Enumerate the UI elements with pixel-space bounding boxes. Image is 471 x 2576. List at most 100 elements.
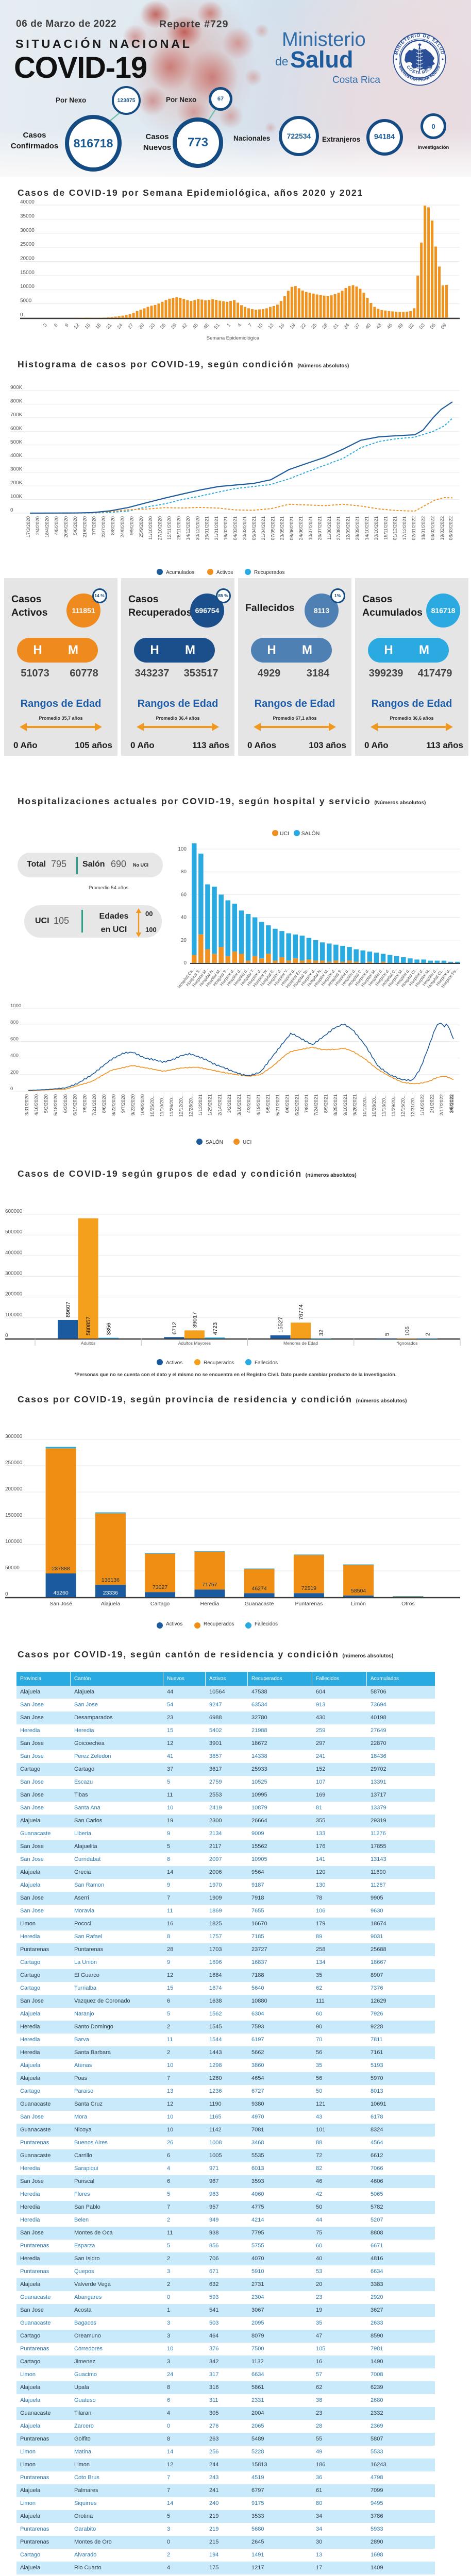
svg-text:5/6/2020: 5/6/2020	[73, 516, 78, 535]
svg-text:0: 0	[5, 1333, 8, 1338]
svg-text:25/9/2020: 25/9/2020	[139, 516, 144, 537]
svg-text:25000: 25000	[20, 242, 35, 247]
svg-text:23/7/2020: 23/7/2020	[101, 516, 106, 537]
svg-text:18/01/2022: 18/01/2022	[420, 516, 426, 540]
svg-text:13: 13	[267, 323, 275, 330]
svg-text:16: 16	[278, 323, 285, 330]
svg-text:12/28/20...: 12/28/20...	[188, 1094, 193, 1117]
svg-text:15000: 15000	[20, 270, 35, 276]
svg-text:33: 33	[148, 323, 156, 330]
svg-text:24: 24	[116, 323, 124, 330]
svg-text:02/01/2022: 02/01/2022	[411, 516, 416, 540]
svg-text:Guanacaste: Guanacaste	[245, 1601, 274, 1607]
svg-text:300K: 300K	[10, 467, 23, 472]
svg-text:36: 36	[159, 323, 167, 330]
svg-text:6712: 6712	[172, 1322, 178, 1334]
svg-text:45: 45	[192, 323, 199, 330]
svg-text:1/16/2022: 1/16/2022	[420, 1094, 425, 1115]
svg-text:40: 40	[364, 323, 372, 330]
svg-text:6/19/2020: 6/19/2020	[73, 1094, 78, 1115]
svg-text:200K: 200K	[10, 480, 23, 486]
svg-text:10000: 10000	[20, 284, 35, 290]
svg-text:2/1/2022: 2/1/2022	[429, 1094, 434, 1113]
svg-text:3: 3	[42, 323, 48, 328]
svg-text:09: 09	[440, 323, 448, 330]
svg-text:46: 46	[386, 323, 394, 330]
svg-text:19/02/2022: 19/02/2022	[440, 516, 445, 540]
svg-text:1/13/2021: 1/13/2021	[198, 1094, 203, 1115]
svg-text:136136: 136136	[102, 1577, 120, 1583]
svg-text:12/15/20...: 12/15/20...	[400, 1094, 406, 1117]
svg-text:15/01/2021: 15/01/2021	[205, 516, 210, 540]
svg-text:400K: 400K	[10, 453, 23, 459]
svg-text:5000: 5000	[20, 298, 32, 304]
svg-text:27: 27	[127, 323, 134, 330]
svg-text:San José: San José	[49, 1601, 72, 1607]
svg-text:27/10/2020: 27/10/2020	[158, 516, 163, 540]
svg-text:Heredia: Heredia	[200, 1601, 220, 1607]
svg-text:Alajuela: Alajuela	[101, 1601, 121, 1607]
svg-text:250000: 250000	[5, 1460, 23, 1466]
svg-text:30/12/2020: 30/12/2020	[195, 516, 200, 540]
svg-text:7/7/2020: 7/7/2020	[92, 516, 97, 535]
svg-text:200000: 200000	[5, 1486, 23, 1492]
svg-text:11/10/2020: 11/10/2020	[148, 516, 153, 540]
svg-text:7/21/2020: 7/21/2020	[92, 1094, 97, 1115]
svg-text:11/10/20...: 11/10/20...	[159, 1094, 164, 1116]
svg-text:200000: 200000	[5, 1292, 23, 1297]
svg-text:23/05/2021: 23/05/2021	[280, 516, 285, 540]
svg-text:800: 800	[10, 1020, 19, 1025]
svg-text:Fallecidos: Fallecidos	[255, 1621, 278, 1627]
svg-text:06/03/2022: 06/03/2022	[448, 516, 453, 540]
svg-text:11/26/20...: 11/26/20...	[169, 1094, 174, 1116]
svg-text:14/10/2021: 14/10/2021	[364, 516, 369, 540]
svg-text:Activos: Activos	[216, 570, 233, 575]
svg-text:72519: 72519	[301, 1585, 316, 1591]
svg-text:25: 25	[310, 323, 318, 330]
svg-text:10/28/20...: 10/28/20...	[372, 1094, 377, 1117]
svg-text:89607: 89607	[65, 1301, 72, 1317]
svg-text:04/03/2021: 04/03/2021	[232, 516, 238, 540]
svg-text:0: 0	[183, 960, 187, 966]
svg-text:6/3/2020: 6/3/2020	[63, 1094, 68, 1113]
svg-text:Semana Epidemiológica: Semana Epidemiológica	[207, 335, 260, 341]
svg-text:Recuperados: Recuperados	[254, 570, 284, 575]
svg-text:16/02/2021: 16/02/2021	[223, 516, 228, 540]
svg-text:106: 106	[405, 1327, 411, 1336]
svg-text:100000: 100000	[5, 1539, 23, 1545]
svg-text:20: 20	[181, 938, 187, 943]
svg-text:12/12/20...: 12/12/20...	[179, 1094, 184, 1117]
svg-text:600K: 600K	[10, 426, 23, 431]
svg-text:3/6/2022: 3/6/2022	[449, 1094, 455, 1113]
svg-text:37: 37	[354, 323, 361, 330]
svg-text:580857: 580857	[86, 1316, 92, 1335]
svg-text:23336: 23336	[103, 1590, 118, 1596]
svg-text:30/10/2021: 30/10/2021	[374, 516, 379, 540]
svg-text:7/5/2020: 7/5/2020	[82, 1094, 87, 1113]
svg-text:50000: 50000	[5, 1565, 20, 1571]
svg-text:08/06/2021: 08/06/2021	[289, 516, 294, 540]
svg-text:46274: 46274	[251, 1585, 266, 1591]
svg-text:73027: 73027	[153, 1584, 167, 1590]
svg-text:237888: 237888	[52, 1566, 70, 1572]
svg-text:9/26/2021: 9/26/2021	[352, 1094, 358, 1115]
svg-text:11/08/2021: 11/08/2021	[327, 516, 332, 540]
svg-text:0: 0	[10, 1086, 13, 1092]
svg-text:48: 48	[203, 323, 210, 330]
svg-text:5/5/2021: 5/5/2021	[265, 1094, 271, 1113]
svg-text:9/7/2020: 9/7/2020	[121, 1094, 126, 1113]
svg-text:07/05/2021: 07/05/2021	[270, 516, 275, 540]
svg-text:12: 12	[73, 323, 80, 330]
svg-text:20000: 20000	[20, 256, 35, 262]
svg-text:15/11/2021: 15/11/2021	[383, 516, 388, 540]
svg-text:15: 15	[83, 323, 91, 330]
svg-text:30000: 30000	[20, 228, 35, 233]
svg-text:9/9/2020: 9/9/2020	[129, 516, 134, 535]
svg-text:3/5/2022: 3/5/2022	[449, 1094, 454, 1113]
svg-text:19: 19	[289, 323, 296, 330]
svg-text:51: 51	[213, 323, 221, 330]
svg-text:24/8/2020: 24/8/2020	[120, 516, 125, 537]
svg-text:4/19/2021: 4/19/2021	[256, 1094, 261, 1115]
svg-text:Puntarenas: Puntarenas	[295, 1601, 323, 1607]
svg-text:24/06/2021: 24/06/2021	[298, 516, 304, 540]
